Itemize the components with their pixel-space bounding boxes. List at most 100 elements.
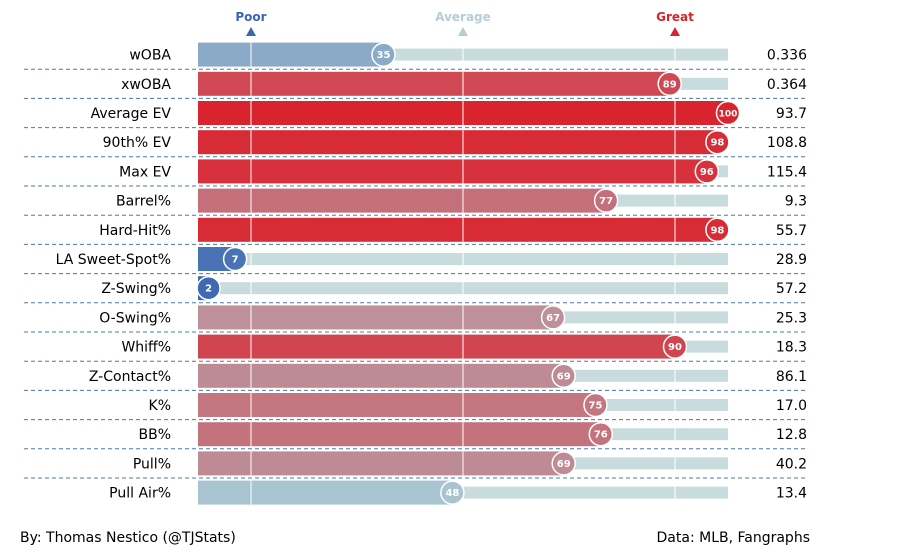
metric-label: Z-Contact% bbox=[89, 369, 171, 385]
percentile-bar bbox=[198, 42, 384, 67]
percentile-marker bbox=[694, 159, 720, 184]
percentile-bar bbox=[198, 130, 718, 155]
row-average-ev: 100 Average EV 93.7 bbox=[24, 100, 807, 129]
percentile-bar bbox=[198, 422, 601, 447]
row-la-sweet-spot-: 7 LA Sweet-Spot% 28.9 bbox=[24, 246, 807, 275]
percentile-label: 67 bbox=[546, 313, 560, 324]
percentile-marker bbox=[705, 129, 730, 155]
row-woba: 35 wOBA 0.336 bbox=[24, 42, 807, 70]
metric-value: 18.3 bbox=[776, 340, 807, 356]
percentile-bar bbox=[198, 393, 596, 417]
metric-label: O-Swing% bbox=[99, 310, 171, 326]
row-z-contact-: 69 Z-Contact% 86.1 bbox=[24, 363, 807, 391]
footer-credit: By: Thomas Nestico (@TJStats) bbox=[20, 530, 236, 546]
percentile-marker bbox=[583, 392, 608, 418]
percentile-label: 48 bbox=[445, 488, 459, 499]
percentile-label: 89 bbox=[663, 79, 677, 90]
percentile-marker bbox=[551, 451, 576, 476]
metric-label: Pull Air% bbox=[109, 486, 171, 502]
percentile-label: 35 bbox=[377, 50, 391, 61]
percentile-marker bbox=[715, 100, 741, 126]
percentile-label: 7 bbox=[232, 255, 239, 266]
percentile-label: 90 bbox=[668, 342, 682, 353]
scale-marker-great-icon bbox=[670, 27, 680, 36]
metric-value: 108.8 bbox=[767, 135, 807, 151]
metric-value: 86.1 bbox=[776, 369, 807, 385]
metric-value: 115.4 bbox=[767, 164, 807, 180]
metric-value: 12.8 bbox=[776, 427, 807, 443]
metric-label: Average EV bbox=[91, 106, 172, 122]
row-90th-ev: 98 90th% EV 108.8 bbox=[24, 129, 807, 158]
row-bb-: 76 BB% 12.8 bbox=[24, 421, 807, 450]
scale-label-poor: Poor bbox=[235, 10, 266, 24]
percentile-label: 76 bbox=[594, 430, 608, 441]
percentile-marker bbox=[593, 188, 619, 213]
percentile-marker bbox=[371, 42, 396, 67]
row-o-swing-: 67 O-Swing% 25.3 bbox=[24, 305, 807, 333]
percentile-label: 2 bbox=[205, 284, 212, 295]
row-pull-: 69 Pull% 40.2 bbox=[24, 451, 807, 479]
metric-value: 0.336 bbox=[767, 48, 807, 64]
percentile-label: 69 bbox=[557, 459, 571, 470]
row-whiff-: 90 Whiff% 18.3 bbox=[24, 334, 807, 362]
row-xwoba: 89 xwOBA 0.364 bbox=[24, 71, 807, 99]
percentile-label: 100 bbox=[719, 110, 738, 120]
metric-value: 57.2 bbox=[776, 281, 807, 297]
scale-marker-average-icon bbox=[458, 27, 468, 36]
metric-label: 90th% EV bbox=[103, 135, 172, 151]
metric-value: 25.3 bbox=[776, 310, 807, 326]
row-k-: 75 K% 17.0 bbox=[24, 392, 807, 421]
metric-label: Pull% bbox=[133, 456, 171, 472]
percentile-bar bbox=[198, 71, 670, 96]
percentile-bar bbox=[198, 334, 675, 359]
percentile-marker bbox=[540, 305, 566, 330]
percentile-marker bbox=[662, 334, 688, 359]
metric-label: Z-Swing% bbox=[101, 281, 171, 297]
metric-label: wOBA bbox=[129, 48, 171, 64]
percentile-marker bbox=[551, 363, 576, 389]
percentile-label: 98 bbox=[710, 138, 724, 149]
percentile-bar bbox=[198, 480, 453, 505]
scale-marker-poor-icon bbox=[246, 27, 256, 36]
metric-value: 93.7 bbox=[776, 106, 807, 122]
row-barrel-: 77 Barrel% 9.3 bbox=[24, 188, 807, 216]
percentile-bar bbox=[198, 305, 554, 330]
row-hard-hit-: 98 Hard-Hit% 55.7 bbox=[24, 217, 807, 245]
metric-value: 0.364 bbox=[767, 77, 807, 93]
metric-label: Max EV bbox=[119, 164, 171, 180]
percentile-label: 75 bbox=[589, 401, 603, 412]
metric-value: 13.4 bbox=[776, 486, 807, 502]
percentile-label: 77 bbox=[599, 196, 613, 207]
percentile-marker bbox=[588, 421, 614, 447]
percentile-marker bbox=[196, 275, 221, 301]
footer-source: Data: MLB, Fangraphs bbox=[656, 530, 810, 546]
row-max-ev: 96 Max EV 115.4 bbox=[24, 159, 807, 187]
metric-label: Whiff% bbox=[121, 340, 171, 356]
metric-value: 17.0 bbox=[776, 398, 807, 414]
percentile-marker bbox=[440, 480, 465, 505]
metric-label: K% bbox=[149, 398, 171, 414]
percentile-label: 96 bbox=[700, 167, 714, 178]
percentile-marker bbox=[705, 217, 730, 243]
metric-value: 28.9 bbox=[776, 252, 807, 268]
metric-label: Barrel% bbox=[116, 194, 171, 210]
percentile-marker bbox=[657, 71, 682, 97]
metric-label: BB% bbox=[138, 427, 171, 443]
metric-value: 40.2 bbox=[776, 456, 807, 472]
percentile-bar bbox=[198, 188, 607, 213]
metric-label: LA Sweet-Spot% bbox=[56, 252, 171, 268]
percentile-label: 69 bbox=[557, 371, 571, 382]
row-pull-air-: 48 Pull Air% 13.4 bbox=[109, 480, 807, 505]
percentile-bar bbox=[198, 451, 564, 476]
metric-label: Hard-Hit% bbox=[99, 223, 171, 239]
metric-value: 9.3 bbox=[785, 194, 807, 210]
percentile-bar bbox=[198, 217, 718, 242]
row-z-swing-: 2 Z-Swing% 57.2 bbox=[24, 275, 807, 304]
scale-label-average: Average bbox=[435, 10, 491, 24]
percentile-label: 98 bbox=[710, 225, 724, 236]
percentile-bar bbox=[198, 159, 707, 184]
scale-label-great: Great bbox=[656, 10, 694, 24]
metric-label: xwOBA bbox=[121, 77, 171, 93]
metric-value: 55.7 bbox=[776, 223, 807, 239]
